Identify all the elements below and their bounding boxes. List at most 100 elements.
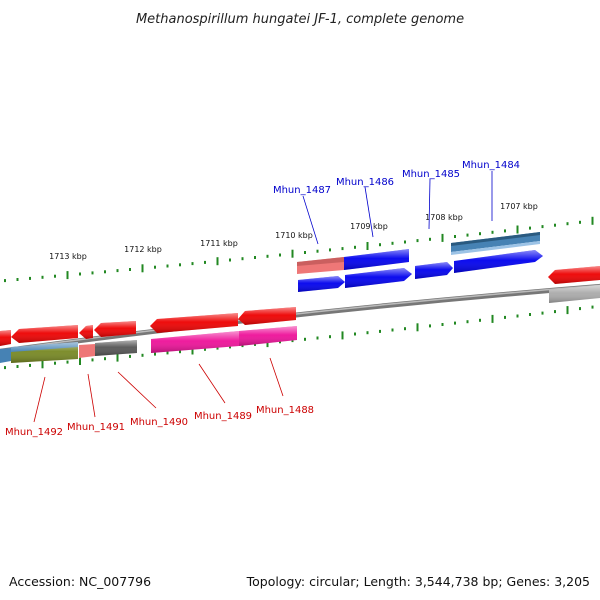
minor-tick [254, 256, 256, 259]
kbp-label-1711: 1711 kbp [200, 239, 238, 248]
label-mhun-1491[interactable]: Mhun_1491 [67, 422, 125, 433]
minor-tick [179, 263, 181, 267]
inner-tick-ring [4, 305, 594, 370]
minor-tick [404, 327, 406, 331]
minor-tick [91, 271, 94, 275]
minor-tick [216, 346, 219, 350]
minor-tick [466, 233, 469, 237]
gene-left-edge-red[interactable] [0, 330, 11, 346]
minor-tick [291, 339, 294, 343]
minor-tick [79, 272, 81, 276]
minor-tick [491, 230, 494, 234]
minor-tick [91, 358, 94, 362]
gene-mhun-1491-bottom[interactable] [79, 344, 95, 358]
minor-tick [441, 323, 444, 326]
gene-mhun-1492-top[interactable] [11, 325, 78, 343]
minor-tick [379, 243, 381, 247]
major-tick [516, 225, 519, 234]
gene-mhun-1491-top[interactable] [79, 325, 93, 339]
forward-strand-genes [297, 232, 600, 303]
minor-tick [329, 335, 331, 339]
major-tick [591, 216, 594, 225]
minor-tick [154, 352, 156, 356]
minor-tick [179, 350, 181, 354]
label-mhun-1487[interactable]: Mhun_1487 [273, 185, 331, 196]
kbp-label-1710: 1710 kbp [275, 231, 313, 240]
minor-tick [541, 311, 544, 315]
label-mhun-1489[interactable]: Mhun_1489 [194, 411, 252, 422]
bottom-gene-labels: Mhun_1492 Mhun_1491 Mhun_1490 Mhun_1489 … [5, 405, 314, 438]
bottom-label-connectors [33, 357, 284, 423]
minor-tick [229, 258, 231, 262]
gene-mhun-1488-top[interactable] [238, 307, 296, 325]
label-mhun-1485[interactable]: Mhun_1485 [402, 169, 460, 180]
major-tick [291, 249, 294, 258]
kbp-label-1708: 1708 kbp [425, 213, 463, 222]
label-mhun-1490[interactable]: Mhun_1490 [130, 417, 188, 428]
gene-fwd-lower-2[interactable] [345, 268, 412, 288]
gene-right-red[interactable] [548, 266, 600, 284]
minor-tick [279, 340, 281, 344]
minor-tick [4, 279, 6, 283]
minor-tick [316, 249, 319, 253]
minor-tick [416, 239, 419, 243]
gene-mhun-1492-bottom[interactable] [11, 342, 78, 363]
minor-tick [16, 278, 19, 281]
minor-tick [241, 257, 244, 261]
gene-mhun-1485[interactable] [415, 262, 453, 279]
gene-mhun-1486[interactable] [344, 249, 409, 270]
label-mhun-1484[interactable]: Mhun_1484 [462, 160, 520, 171]
accession-text: Accession: NC_007796 [9, 574, 151, 589]
minor-tick [429, 324, 431, 328]
minor-tick [204, 347, 206, 351]
minor-tick [366, 331, 369, 335]
major-tick [41, 360, 44, 369]
minor-tick [541, 225, 544, 229]
minor-tick [304, 337, 306, 341]
minor-tick [429, 237, 431, 241]
minor-tick [566, 222, 569, 226]
gene-mhun-1489-bottom[interactable] [151, 331, 239, 353]
gene-mhun-1489-top[interactable] [150, 313, 238, 333]
gene-left-edge-steel[interactable] [0, 348, 11, 363]
major-tick [66, 271, 69, 280]
gene-mhun-1487[interactable] [297, 257, 344, 274]
minor-tick [591, 305, 594, 309]
gene-mhun-1488-bottom[interactable] [239, 326, 297, 346]
minor-tick [391, 328, 394, 332]
major-tick [441, 233, 444, 242]
minor-tick [516, 314, 519, 318]
minor-tick [479, 232, 481, 236]
minor-tick [104, 270, 106, 274]
gene-mhun-1484[interactable] [451, 232, 540, 255]
major-tick [266, 339, 269, 348]
major-tick [366, 242, 369, 250]
minor-tick [166, 351, 169, 355]
minor-tick [579, 307, 581, 311]
map-title: Methanospirillum hungatei JF-1, complete… [136, 12, 464, 27]
label-mhun-1486[interactable]: Mhun_1486 [336, 177, 394, 188]
label-mhun-1488[interactable]: Mhun_1488 [256, 405, 314, 416]
gene-right-gray[interactable] [549, 285, 600, 303]
minor-tick [354, 332, 356, 336]
reverse-strand-genes [0, 307, 297, 363]
minor-tick [329, 248, 331, 252]
minor-tick [254, 342, 256, 346]
gene-fwd-lower-1[interactable] [298, 276, 345, 292]
minor-tick [554, 223, 556, 227]
minor-tick [504, 315, 506, 319]
minor-tick [54, 274, 56, 278]
label-mhun-1492[interactable]: Mhun_1492 [5, 427, 63, 438]
gene-mhun-1490-top[interactable] [94, 321, 136, 337]
minor-tick [204, 260, 206, 264]
minor-tick [129, 354, 131, 358]
gene-fwd-lower-3[interactable] [454, 250, 543, 273]
major-tick [566, 306, 569, 315]
gene-mhun-1490-bottom[interactable] [95, 340, 137, 356]
major-tick [491, 314, 494, 323]
minor-tick [279, 253, 281, 257]
top-label-connectors [302, 171, 493, 245]
minor-tick [191, 262, 194, 266]
minor-tick [554, 310, 556, 314]
